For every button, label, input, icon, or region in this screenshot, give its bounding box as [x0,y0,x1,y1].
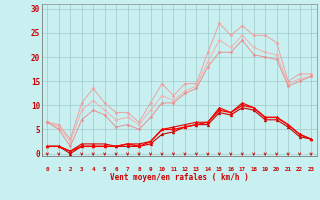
X-axis label: Vent moyen/en rafales ( km/h ): Vent moyen/en rafales ( km/h ) [110,174,249,182]
